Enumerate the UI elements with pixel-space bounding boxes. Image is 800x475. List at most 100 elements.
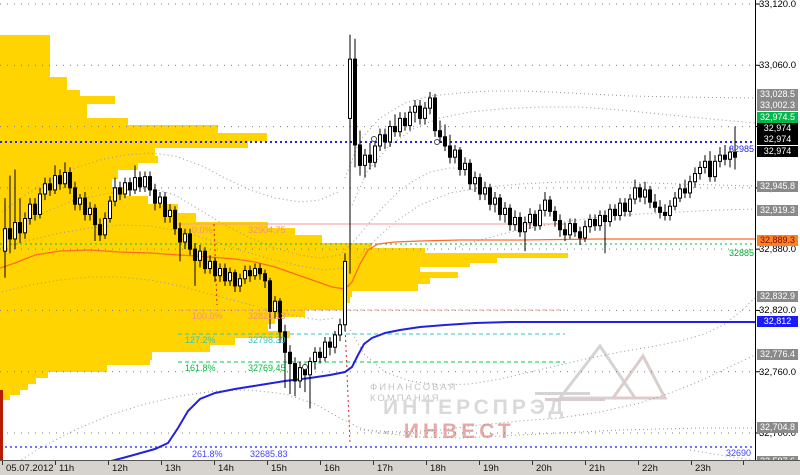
candle-body	[378, 134, 382, 147]
candle-body	[148, 176, 152, 191]
candle-body	[278, 300, 282, 333]
price-badge: 32,889.3	[757, 235, 798, 246]
price-badge: 32,974.5	[757, 112, 798, 123]
time-axis-tick	[585, 461, 586, 465]
fibonacci-pct-label: 100.0%	[192, 311, 223, 321]
candle-body	[553, 210, 557, 222]
time-axis[interactable]: 05.07.2012 11h 12h 13h 14h 15h 16h 17h 18h 19h 20…	[0, 460, 800, 475]
dotted-indicator-curve	[359, 354, 756, 433]
volume-profile-bar	[0, 384, 28, 390]
price-axis-label: 32,880.0	[759, 244, 796, 255]
candle-body	[538, 209, 542, 227]
candle-body	[153, 189, 157, 204]
candle-body	[63, 172, 67, 185]
time-axis-tick	[320, 461, 321, 465]
candle-body	[248, 270, 252, 277]
candle-body	[363, 154, 367, 166]
company-logo-icon	[535, 344, 668, 401]
dotted-indicator-curve	[351, 106, 756, 206]
time-axis-label: 12h	[112, 463, 128, 474]
candle-body	[38, 193, 42, 215]
candle-body	[723, 154, 727, 160]
candle-body	[18, 222, 22, 234]
candle-body	[238, 278, 242, 287]
candle-body	[293, 363, 297, 382]
volume-profile-bar	[0, 310, 305, 317]
time-axis-tick	[691, 461, 692, 465]
candle-body	[613, 208, 617, 216]
candle-body	[733, 151, 737, 158]
candle-body	[588, 219, 592, 228]
trade-marker-icon	[302, 364, 308, 370]
volume-profile-bar	[0, 228, 295, 235]
candle-body	[318, 351, 322, 358]
candle-body	[283, 331, 287, 353]
candle-body	[373, 145, 377, 163]
time-axis-label: 11h	[59, 463, 75, 474]
fibonacci-pct-label: 261.8%	[192, 449, 223, 459]
candle-body	[98, 224, 102, 236]
candle-body	[408, 111, 412, 127]
volume-profile-bar	[0, 141, 248, 148]
candle-body	[298, 367, 302, 382]
volume-profile-bar	[0, 297, 350, 303]
candle-body	[353, 58, 357, 146]
level-price-label: 32985	[728, 144, 754, 154]
time-axis-tick	[373, 461, 374, 465]
candle-body	[653, 201, 657, 208]
candle-body	[638, 187, 642, 198]
candle-body	[218, 268, 222, 277]
candle-body	[458, 149, 462, 170]
dotted-indicator-curve	[1, 167, 470, 259]
volume-profile-bar	[0, 248, 425, 253]
candle-body	[523, 222, 527, 233]
volume-profile-bar	[0, 395, 10, 400]
candle-body	[203, 250, 207, 270]
volume-profile-bar	[0, 352, 152, 360]
volume-profile-bar	[0, 213, 196, 222]
candle-body	[188, 233, 192, 250]
candle-body	[383, 134, 387, 143]
time-axis-label: 15h	[271, 463, 287, 474]
time-axis-label: 21h	[589, 463, 605, 474]
candle-body	[528, 213, 532, 224]
candle-body	[468, 162, 472, 185]
candle-body	[683, 188, 687, 194]
candle-body	[478, 177, 482, 195]
fibonacci-value-label: 32904.75	[248, 225, 286, 235]
candle-body	[473, 177, 477, 185]
candle-body	[88, 207, 92, 215]
volume-profile-bar	[0, 324, 268, 331]
candle-body	[493, 197, 497, 205]
candle-body	[208, 260, 212, 270]
time-axis-label: 16h	[324, 463, 340, 474]
volume-profile-bar	[0, 338, 235, 345]
candle-body	[13, 222, 17, 240]
candle-body	[213, 260, 217, 277]
price-badge: 32,974	[757, 123, 798, 134]
volume-profile-bar	[0, 125, 218, 133]
candle-body	[93, 207, 97, 226]
candle-body	[268, 280, 272, 312]
time-axis-label: 14h	[218, 463, 234, 474]
volume-profile-bar	[0, 156, 158, 163]
trade-marker-icon	[371, 136, 377, 142]
volume-profile-bar	[0, 77, 67, 90]
price-axis-label: 32,700.0	[759, 428, 796, 439]
orange-ma	[0, 238, 755, 290]
candle-body	[463, 162, 467, 170]
dotted-indicator-curve	[344, 90, 756, 179]
watermark-name-gray: ИНТЕРСПРЭД -	[383, 396, 568, 443]
candle-body	[403, 117, 407, 127]
price-badge: 32,945.8	[757, 181, 798, 192]
candle-body	[608, 208, 612, 223]
price-axis-label: 32,820.0	[759, 305, 796, 316]
candle-body	[333, 334, 337, 348]
candle-body	[163, 196, 167, 217]
candle-body	[498, 197, 502, 215]
volume-profile-bar	[0, 104, 87, 118]
candle-body	[678, 188, 682, 199]
candle-body	[43, 183, 47, 195]
